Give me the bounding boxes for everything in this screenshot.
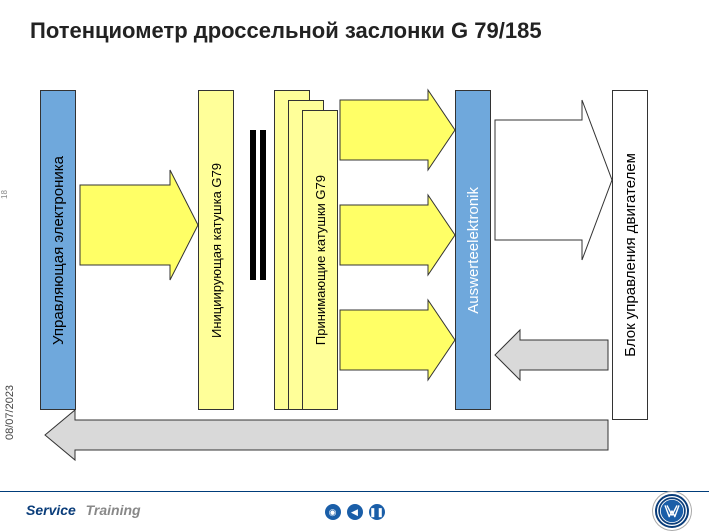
arrows-layer [0, 0, 709, 532]
const-voltage-label: Постоянное напряжение G 79 [518, 140, 578, 180]
nav-controls: ◉ ◀ ❚❚ [325, 504, 385, 520]
nav-next-icon[interactable]: ❚❚ [369, 504, 385, 520]
slide-date: 08/07/2023 [4, 385, 16, 440]
init-coil-box: Инициирующая катушка G79 [198, 90, 234, 410]
slide-title: Потенциометр дроссельной заслонки G 79/1… [30, 18, 542, 44]
auswerte-box: Auswerteelektronik [455, 90, 491, 410]
var-voltage-label-b: Переменное напряжение [368, 215, 428, 241]
var-voltage-label-c: Переменное напряжение [368, 315, 428, 341]
supply-5v-label: Напряжение питания 5V [255, 425, 402, 440]
black-bar-1 [250, 130, 256, 280]
nav-home-icon[interactable]: ◉ [325, 504, 341, 520]
black-bar-2 [260, 130, 266, 280]
ecu-box: Блок управления двигателем [612, 90, 648, 420]
var-voltage-label-a: Переменное напряжение [368, 105, 428, 131]
init-coil-label: Инициирующая катушка G79 [209, 163, 224, 338]
nav-prev-icon[interactable]: ◀ [347, 504, 363, 520]
footer-text: Service Training [26, 502, 141, 518]
recv-coil-box-3: Принимающие катушки G79 [302, 110, 338, 410]
ecu-label: Блок управления двигателем [622, 153, 639, 357]
control-electronics-label: Управляющая электроника [50, 156, 67, 345]
footer-service: Service [26, 502, 76, 518]
recv-coil-label: Принимающие катушки G79 [313, 175, 328, 345]
footer-training: Training [86, 502, 141, 518]
page-number: 18 [0, 190, 9, 199]
auswerte-label: Auswerteelektronik [465, 187, 482, 314]
five-v-label: 5V [558, 346, 574, 361]
vw-logo-icon [655, 494, 689, 528]
control-electronics-box: Управляющая электроника [40, 90, 76, 410]
footer-line [0, 491, 709, 492]
var-voltage-label-1: Переменное напряжение [108, 195, 168, 221]
